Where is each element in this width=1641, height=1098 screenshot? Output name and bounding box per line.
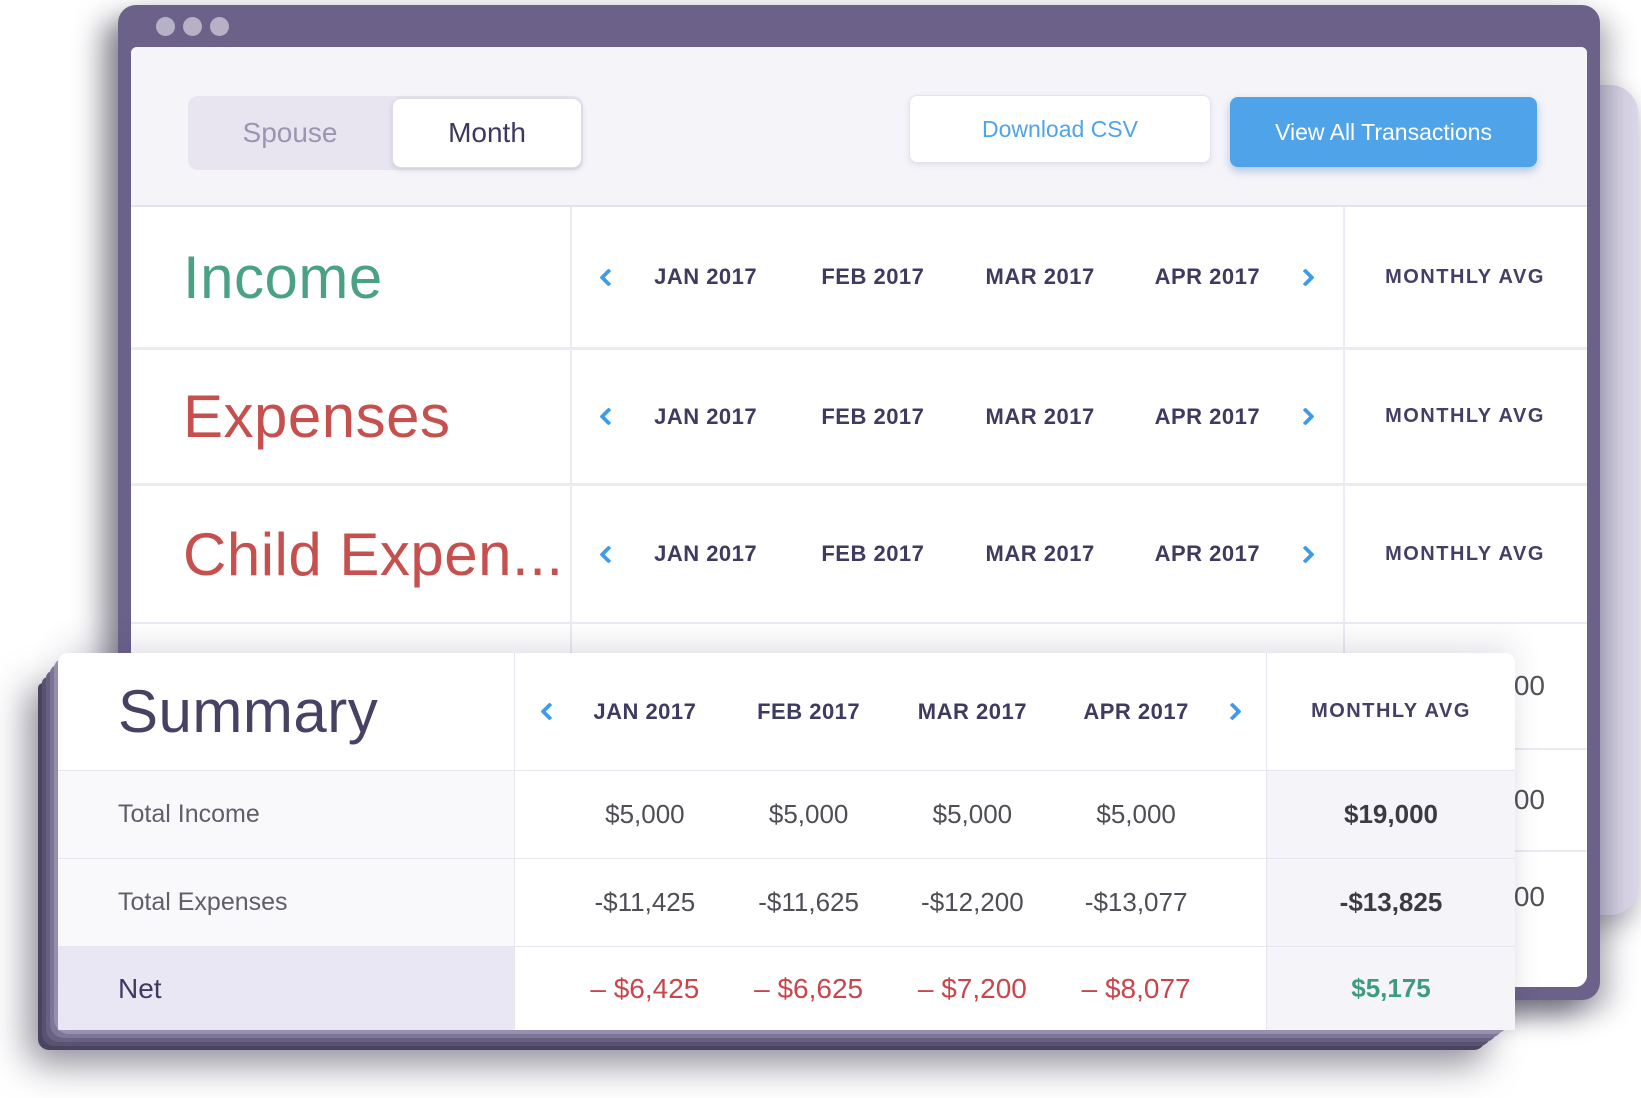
- value-cell: -$11,625: [758, 887, 859, 917]
- window-control-dot[interactable]: [156, 17, 175, 36]
- section-row-income: Income JAN 2017 FEB 2017 MAR 2017 APR 20…: [131, 207, 1587, 347]
- toolbar: Spouse Month Download CSV View All Trans…: [131, 47, 1587, 205]
- month-label: APR 2017: [1154, 541, 1261, 566]
- occluded-row: 00: [131, 852, 1587, 942]
- summary-row-label: Net: [58, 946, 514, 1030]
- monthly-avg-header: MONTHLY AVG: [1385, 265, 1545, 288]
- chevron-right-icon[interactable]: [1291, 400, 1325, 434]
- summary-row-label: Total Expenses: [58, 858, 514, 946]
- window-control-dot[interactable]: [210, 17, 229, 36]
- section-title: Income: [183, 243, 383, 311]
- value-cell: $5,000: [1096, 799, 1176, 829]
- value-cell: – $7,200: [917, 972, 1027, 1004]
- value-cell: -$13,077: [1084, 887, 1188, 917]
- summary-card: Summary JAN 2017 FEB 2017 MAR 2017 APR 2…: [58, 653, 1515, 1030]
- summary-row-values: – $6,425 – $6,625 – $7,200 – $8,077: [514, 946, 1266, 1030]
- chevron-right-icon[interactable]: [1218, 695, 1252, 729]
- month-label: APR 2017: [1154, 264, 1261, 289]
- row-divider: [131, 347, 1587, 350]
- value-cell: $5,000: [768, 799, 849, 829]
- month-label: JAN 2017: [654, 403, 758, 429]
- chevron-right-icon[interactable]: [1291, 260, 1325, 294]
- row-divider: [131, 622, 1587, 624]
- month-header-row: JAN 2017 FEB 2017 MAR 2017 APR 2017: [570, 486, 1343, 622]
- summary-row-values: $5,000 $5,000 $5,000 $5,000: [514, 770, 1266, 858]
- column-divider: [570, 207, 572, 987]
- month-label: APR 2017: [1154, 403, 1261, 429]
- occluded-value-fragment: 00: [1513, 670, 1545, 701]
- month-label: FEB 2017: [821, 403, 925, 429]
- toggle-option-spouse[interactable]: Spouse: [242, 117, 338, 148]
- chevron-left-icon[interactable]: [529, 695, 563, 729]
- summary-row-label: Total Income: [58, 770, 514, 858]
- summary-monthly-avg-header: MONTHLY AVG: [1266, 653, 1515, 770]
- month-label: MAR 2017: [985, 541, 1095, 566]
- summary-avg-value: $19,000: [1266, 770, 1515, 858]
- month-label: MAR 2017: [985, 264, 1095, 289]
- view-toggle: Spouse Month: [188, 96, 583, 170]
- window-titlebar: [118, 5, 1600, 47]
- occluded-value-fragment: 00: [1513, 881, 1545, 912]
- month-header-row: JAN 2017 FEB 2017 MAR 2017 APR 2017: [570, 350, 1343, 483]
- value-cell: -$11,425: [594, 887, 696, 917]
- summary-title: Summary: [118, 678, 379, 745]
- section-title: Child Expen...: [183, 520, 564, 588]
- month-label: FEB 2017: [821, 264, 925, 289]
- month-label: JAN 2017: [654, 541, 758, 566]
- month-label: FEB 2017: [757, 698, 861, 724]
- section-row-child-expenses: Child Expen... JAN 2017 FEB 2017 MAR 201…: [131, 486, 1587, 622]
- month-label: MAR 2017: [985, 403, 1095, 429]
- value-cell: – $8,077: [1081, 972, 1191, 1004]
- value-cell: – $6,625: [754, 972, 864, 1004]
- month-label: JAN 2017: [654, 264, 758, 289]
- summary-avg-value: $5,175: [1266, 946, 1515, 1030]
- window-control-dot[interactable]: [183, 17, 202, 36]
- view-all-transactions-button[interactable]: View All Transactions: [1230, 97, 1537, 167]
- chevron-left-icon[interactable]: [588, 260, 622, 294]
- monthly-avg-header: MONTHLY AVG: [1385, 405, 1545, 427]
- value-cell: -$12,200: [921, 887, 1024, 917]
- value-cell: $5,000: [605, 799, 685, 829]
- summary-month-header-row: JAN 2017 FEB 2017 MAR 2017 APR 2017: [514, 653, 1266, 770]
- month-label: APR 2017: [1083, 698, 1189, 724]
- section-row-expenses: Expenses JAN 2017 FEB 2017 MAR 2017 APR …: [131, 350, 1587, 483]
- monthly-avg-header: MONTHLY AVG: [1385, 542, 1545, 565]
- toggle-option-month[interactable]: Month: [392, 98, 582, 168]
- section-title: Expenses: [183, 383, 451, 450]
- summary-row-values: -$11,425 -$11,625 -$12,200 -$13,077: [514, 858, 1266, 946]
- row-divider: [131, 483, 1587, 486]
- chevron-right-icon[interactable]: [1291, 537, 1325, 571]
- value-cell: $5,000: [932, 799, 1013, 829]
- month-label: MAR 2017: [917, 698, 1027, 724]
- month-label: JAN 2017: [593, 698, 697, 724]
- value-cell: – $6,425: [590, 972, 700, 1004]
- occluded-row: 00: [131, 624, 1587, 748]
- column-divider: [1343, 207, 1345, 987]
- chevron-left-icon[interactable]: [588, 537, 622, 571]
- download-csv-button[interactable]: Download CSV: [909, 95, 1211, 163]
- month-label: FEB 2017: [821, 541, 925, 566]
- chevron-left-icon[interactable]: [588, 400, 622, 434]
- occluded-row: 00: [131, 750, 1587, 850]
- occluded-value-fragment: 00: [1513, 784, 1545, 815]
- month-header-row: JAN 2017 FEB 2017 MAR 2017 APR 2017: [570, 207, 1343, 347]
- summary-avg-value: -$13,825: [1266, 858, 1515, 946]
